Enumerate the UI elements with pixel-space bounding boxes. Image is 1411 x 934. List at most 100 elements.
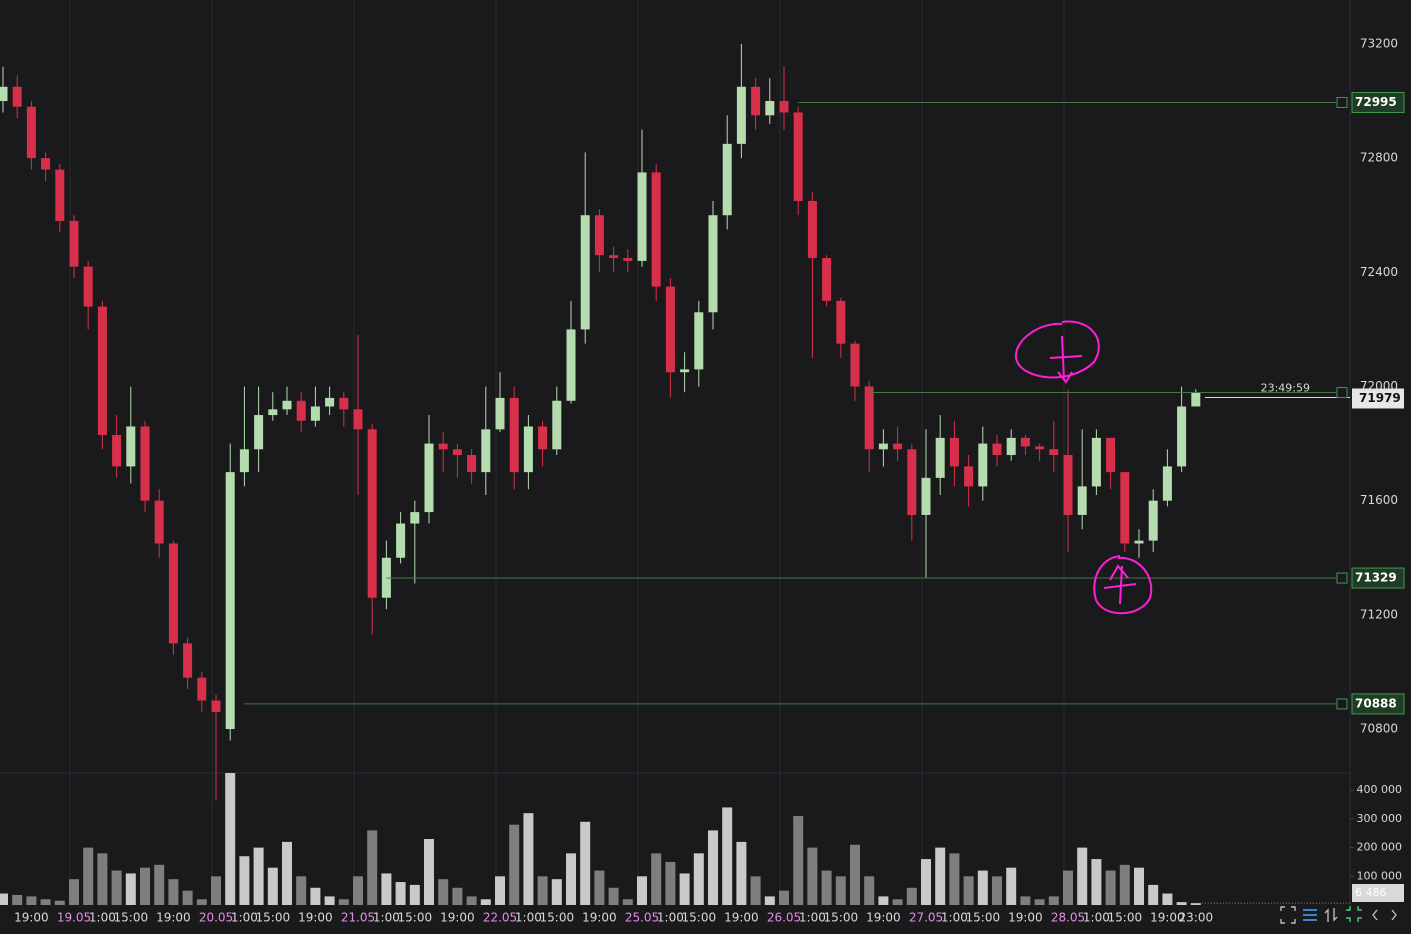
x-tick-label: 26.05 <box>767 911 801 925</box>
volume-bar <box>211 876 221 905</box>
candle-body <box>765 101 775 116</box>
candle-body <box>168 543 178 644</box>
volume-bar <box>523 813 534 905</box>
volume-tick-label: 100 000 <box>1357 869 1403 882</box>
level-close-icon <box>1336 698 1348 710</box>
candle-body <box>552 400 562 450</box>
volume-bar <box>1162 893 1173 905</box>
x-tick-label: 1:00 <box>657 911 684 925</box>
scroll-right-button[interactable] <box>1391 909 1397 921</box>
x-tick-label: 19:00 <box>440 911 475 925</box>
x-tick-label: 15:00 <box>256 911 291 925</box>
volume-bar <box>977 870 988 905</box>
candle-body <box>594 215 604 256</box>
candle-body <box>921 477 931 515</box>
y-tick-label: 71200 <box>1360 607 1398 621</box>
candle-body <box>410 512 420 524</box>
volume-bar <box>807 847 818 905</box>
toolbar[interactable] <box>1280 906 1397 924</box>
candle-body <box>538 426 548 450</box>
y-tick-label: 72400 <box>1360 265 1398 279</box>
scale-button[interactable] <box>1324 908 1338 922</box>
y-tick-label: 73200 <box>1360 36 1398 50</box>
volume-bar <box>693 853 704 905</box>
candle-body <box>310 406 320 421</box>
x-tick-label: 19:00 <box>298 911 333 925</box>
volume-bar <box>821 870 832 905</box>
level-tag <box>1351 567 1405 589</box>
y-tick-label: 70800 <box>1360 722 1398 736</box>
candle-body <box>296 400 306 421</box>
candle-body <box>935 437 945 478</box>
candle-body <box>1148 500 1158 541</box>
level-close-icon <box>1336 386 1348 398</box>
candle-body <box>140 426 150 501</box>
candle-body <box>523 426 533 473</box>
volume-bar <box>182 890 193 905</box>
x-tick-label: 15:00 <box>966 911 1001 925</box>
volume-bar <box>1020 896 1031 905</box>
candle-body <box>69 220 79 267</box>
volume-bar <box>97 853 108 905</box>
volume-bar <box>949 853 960 905</box>
volume-bar <box>665 861 676 905</box>
volume-bar <box>1077 847 1088 905</box>
volume-bar <box>395 882 406 905</box>
volume-bar <box>140 867 150 905</box>
candle-body <box>1120 472 1130 544</box>
volume-bar <box>338 899 349 905</box>
candle-body <box>55 169 65 221</box>
x-tick-label: 19:00 <box>724 911 759 925</box>
level-close-icon <box>1336 572 1348 584</box>
current-price-tag <box>1352 388 1404 409</box>
volume-bar <box>594 870 605 905</box>
x-tick-label: 1:00 <box>515 911 542 925</box>
volume-bar <box>253 847 264 905</box>
candle-body <box>978 443 988 487</box>
x-tick-label: 19:00 <box>14 911 49 925</box>
candle-body <box>495 397 505 430</box>
volume-bar <box>1148 884 1159 905</box>
volume-bar <box>409 884 420 905</box>
candle-body <box>566 329 576 401</box>
volume-bar <box>906 887 917 905</box>
fit-button[interactable] <box>1346 906 1362 922</box>
volume-bar <box>793 816 804 905</box>
volume-bar <box>154 864 165 905</box>
volume-bar <box>1034 899 1045 905</box>
volume-bar <box>835 876 846 905</box>
candle-body <box>637 172 647 261</box>
candle-body <box>807 200 817 259</box>
volume-bar <box>864 876 875 905</box>
x-tick-label: 27.05 <box>909 911 943 925</box>
volume-bar <box>125 873 136 905</box>
candle-body <box>239 449 249 473</box>
candle-body <box>97 306 107 436</box>
fullscreen-button[interactable] <box>1280 906 1296 924</box>
settings-button[interactable] <box>1303 909 1317 921</box>
candle-body <box>1020 437 1030 447</box>
candle-body <box>893 443 903 450</box>
current-volume-tag <box>1352 884 1404 902</box>
candle-body <box>850 343 860 387</box>
volume-bar <box>1134 867 1144 905</box>
candle-body <box>722 143 732 216</box>
scroll-left-button[interactable] <box>1372 909 1378 921</box>
volume-bar <box>168 879 179 905</box>
candle-body <box>779 101 789 113</box>
candle-body <box>694 312 704 370</box>
candle-body <box>353 409 363 430</box>
x-tick-label: 1:00 <box>941 911 968 925</box>
volume-bar <box>83 847 94 905</box>
volume-bar <box>963 876 974 905</box>
volume-bar <box>1048 896 1059 905</box>
candle-body <box>1049 449 1059 456</box>
candle-body <box>509 397 519 473</box>
volume-tick-label: 200 000 <box>1357 841 1403 854</box>
candle-body <box>438 443 448 450</box>
candle-body <box>367 429 377 598</box>
candle-body <box>225 472 235 730</box>
x-tick-label: 19:00 <box>156 911 191 925</box>
candle-body <box>1063 455 1073 515</box>
x-tick-label: 19:00 <box>866 911 901 925</box>
